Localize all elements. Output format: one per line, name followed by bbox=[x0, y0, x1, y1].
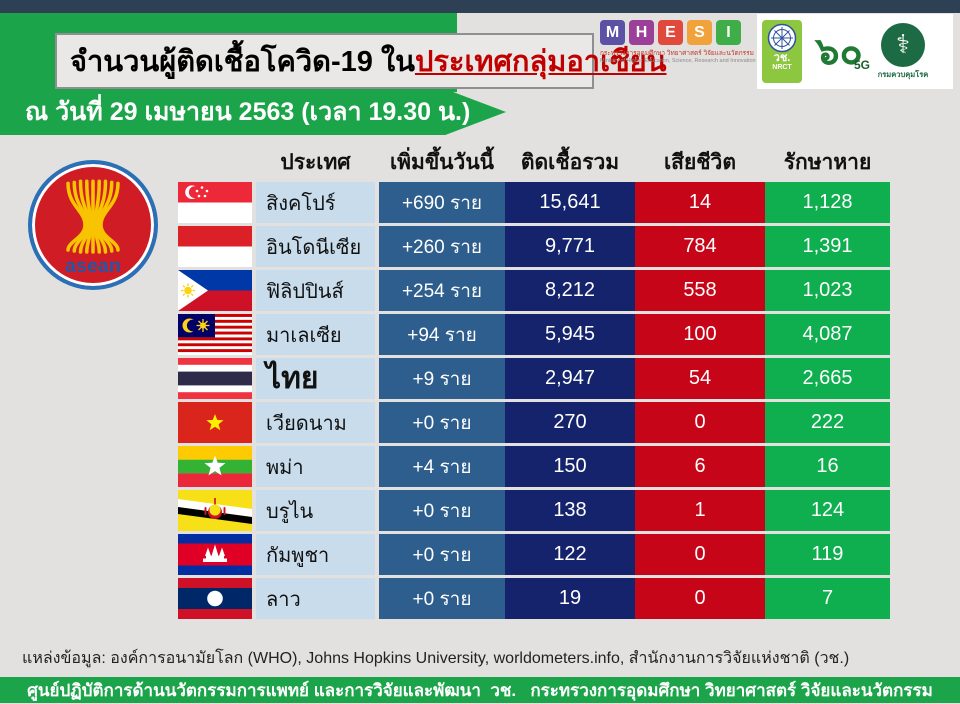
deaths-cell: 14 bbox=[635, 182, 765, 223]
new-cases-cell: +690 ราย bbox=[379, 182, 505, 223]
thai-numeral-60: ๖๐ bbox=[815, 30, 863, 73]
total-cases-cell: 150 bbox=[505, 446, 635, 487]
caduceus-icon: ⚕ bbox=[881, 22, 925, 67]
date-ribbon: ณ วันที่ 29 เมษายน 2563 (เวลา 19.30 น.) bbox=[0, 89, 506, 135]
page-title-red: ประเทศกลุ่มอาเซียน bbox=[414, 46, 667, 78]
country-cell: ฟิลิปปินส์ bbox=[256, 270, 375, 311]
mhesi-letter-h: H bbox=[629, 20, 654, 45]
mhesi-letter-m: M bbox=[600, 20, 625, 45]
total-cases-cell: 270 bbox=[505, 402, 635, 443]
asean-wordmark: asean bbox=[65, 255, 121, 277]
new-cases-cell: +260 ราย bbox=[379, 226, 505, 267]
deaths-cell: 100 bbox=[635, 314, 765, 355]
header-deaths: เสียชีวิต bbox=[664, 150, 736, 174]
country-cell: ลาว bbox=[256, 578, 375, 619]
total-cases-cell: 138 bbox=[505, 490, 635, 531]
deaths-cell: 6 bbox=[635, 446, 765, 487]
deaths-cell: 0 bbox=[635, 534, 765, 575]
country-cell: สิงคโปร์ bbox=[256, 182, 375, 223]
new-cases-cell: +0 ราย bbox=[379, 402, 505, 443]
recovered-cell: 124 bbox=[765, 490, 890, 531]
nrct-emblem-icon bbox=[767, 23, 797, 53]
recovered-cell: 1,391 bbox=[765, 226, 890, 267]
country-cell: ไทย bbox=[256, 358, 375, 399]
covid-table: ประเทศ เพิ่มขึ้นวันนี้ ติดเชื้อรวม เสียช… bbox=[178, 145, 890, 619]
footer-bar: ศูนย์ปฏิบัติการด้านนวัตกรรมการแพทย์ และก… bbox=[0, 677, 960, 703]
new-cases-cell: +0 ราย bbox=[379, 578, 505, 619]
header-recovered: รักษาหาย bbox=[783, 150, 872, 174]
header-new-today: เพิ่มขึ้นวันนี้ bbox=[389, 150, 495, 174]
sixty-anniversary-logo: ๖๐ 5G bbox=[808, 32, 870, 72]
total-cases-cell: 2,947 bbox=[505, 358, 635, 399]
nrct-logo: วช. NRCT bbox=[762, 20, 802, 83]
country-cell: เวียดนาม bbox=[256, 402, 375, 443]
five-g-label: 5G bbox=[853, 57, 870, 72]
mhesi-letter-s: S bbox=[687, 20, 712, 45]
deaths-cell: 784 bbox=[635, 226, 765, 267]
country-cell: พม่า bbox=[256, 446, 375, 487]
new-cases-cell: +94 ราย bbox=[379, 314, 505, 355]
malaysia-flag-icon bbox=[178, 314, 252, 355]
asean-logo: asean bbox=[28, 160, 158, 290]
mhesi-english-name: Ministry of Higher Education, Science, R… bbox=[600, 58, 756, 64]
deaths-cell: 1 bbox=[635, 490, 765, 531]
nrct-thai-label: วช. bbox=[773, 52, 791, 64]
total-cases-cell: 19 bbox=[505, 578, 635, 619]
deaths-cell: 0 bbox=[635, 402, 765, 443]
laos-flag-icon bbox=[178, 578, 252, 619]
data-source-note: แหล่งข้อมูล: องค์การอนามัยโลก (WHO), Joh… bbox=[22, 650, 850, 667]
recovered-cell: 4,087 bbox=[765, 314, 890, 355]
recovered-cell: 222 bbox=[765, 402, 890, 443]
asean-paddy-sheaf-icon: asean bbox=[65, 179, 121, 277]
new-cases-cell: +0 ราย bbox=[379, 534, 505, 575]
partner-logo-panel: วช. NRCT ๖๐ 5G ⚕ กรมควบคุมโรค bbox=[757, 14, 953, 89]
header-total-cases: ติดเชื้อรวม bbox=[520, 150, 620, 174]
recovered-cell: 1,023 bbox=[765, 270, 890, 311]
vietnam-flag-icon bbox=[178, 402, 252, 443]
recovered-cell: 16 bbox=[765, 446, 890, 487]
total-cases-cell: 9,771 bbox=[505, 226, 635, 267]
page-title-black: จำนวนผู้ติดเชื้อโควิด-19 ใน bbox=[70, 46, 415, 78]
recovered-cell: 7 bbox=[765, 578, 890, 619]
mhesi-logo: M H E S I กระทรวงการอุดมศึกษา วิทยาศาสตร… bbox=[600, 20, 756, 64]
indonesia-flag-icon bbox=[178, 226, 252, 267]
mhesi-letter-e: E bbox=[658, 20, 683, 45]
country-cell: บรูไน bbox=[256, 490, 375, 531]
total-cases-cell: 15,641 bbox=[505, 182, 635, 223]
total-cases-cell: 8,212 bbox=[505, 270, 635, 311]
singapore-flag-icon bbox=[178, 182, 252, 223]
country-cell: กัมพูชา bbox=[256, 534, 375, 575]
cambodia-flag-icon bbox=[178, 534, 252, 575]
total-cases-cell: 122 bbox=[505, 534, 635, 575]
page-title: จำนวนผู้ติดเชื้อโควิด-19 ใน ประเทศกลุ่มอา… bbox=[55, 33, 667, 89]
philippines-flag-icon bbox=[178, 270, 252, 311]
recovered-cell: 1,128 bbox=[765, 182, 890, 223]
new-cases-cell: +254 ราย bbox=[379, 270, 505, 311]
myanmar-flag-icon bbox=[178, 446, 252, 487]
total-cases-cell: 5,945 bbox=[505, 314, 635, 355]
disease-control-dept-logo: ⚕ กรมควบคุมโรค bbox=[870, 22, 936, 81]
disease-control-dept-name: กรมควบคุมโรค bbox=[877, 69, 929, 79]
deaths-cell: 0 bbox=[635, 578, 765, 619]
mhesi-letter-tiles: M H E S I bbox=[600, 20, 752, 45]
nrct-label: NRCT bbox=[772, 64, 792, 71]
deaths-cell: 558 bbox=[635, 270, 765, 311]
mhesi-letter-i: I bbox=[716, 20, 741, 45]
date-text: ณ วันที่ 29 เมษายน 2563 (เวลา 19.30 น.) bbox=[25, 98, 471, 126]
new-cases-cell: +9 ราย bbox=[379, 358, 505, 399]
thailand-flag-icon bbox=[178, 358, 252, 399]
recovered-cell: 119 bbox=[765, 534, 890, 575]
brunei-flag-icon bbox=[178, 490, 252, 531]
new-cases-cell: +4 ราย bbox=[379, 446, 505, 487]
new-cases-cell: +0 ราย bbox=[379, 490, 505, 531]
deaths-cell: 54 bbox=[635, 358, 765, 399]
country-cell: มาเลเซีย bbox=[256, 314, 375, 355]
recovered-cell: 2,665 bbox=[765, 358, 890, 399]
header-country: ประเทศ bbox=[280, 150, 351, 174]
mhesi-thai-name: กระทรวงการอุดมศึกษา วิทยาศาสตร์ วิจัยและ… bbox=[600, 50, 754, 57]
country-cell: อินโดนีเซีย bbox=[256, 226, 375, 267]
top-navy-bar bbox=[0, 0, 960, 13]
